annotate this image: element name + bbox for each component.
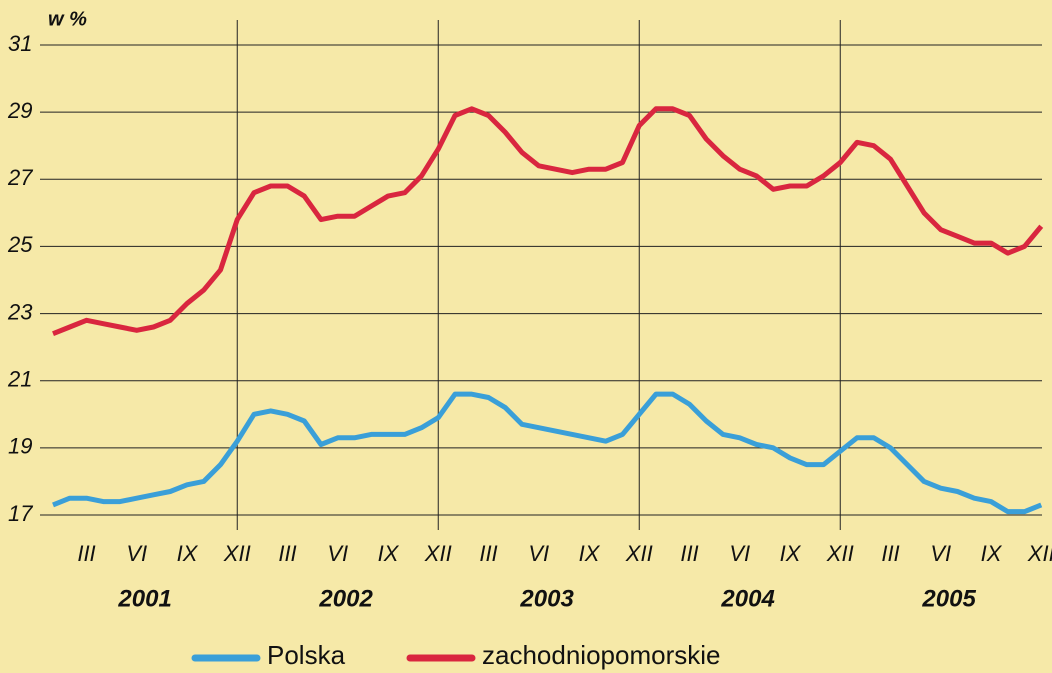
x-tick-label: XII [223, 541, 251, 566]
x-tick-label: III [479, 541, 497, 566]
y-tick-label: 31 [8, 31, 32, 56]
x-tick-label: VI [327, 541, 348, 566]
y-tick-label: 25 [7, 232, 33, 257]
year-label: 2005 [921, 585, 976, 612]
x-tick-label: IX [579, 541, 601, 566]
y-tick-label: 27 [7, 165, 33, 190]
x-tick-label: III [881, 541, 899, 566]
x-tick-label: IX [780, 541, 802, 566]
x-tick-label: XII [625, 541, 653, 566]
year-label: 2001 [117, 585, 171, 612]
y-tick-label: 17 [8, 501, 33, 526]
y-tick-label: 29 [7, 98, 32, 123]
x-tick-label: VI [126, 541, 147, 566]
legend-label: Polska [267, 640, 346, 670]
x-tick-label: VI [729, 541, 750, 566]
y-axis-label: w % [48, 8, 87, 30]
y-tick-label: 21 [7, 367, 32, 392]
x-tick-label: XII [1027, 541, 1052, 566]
x-tick-label: XII [826, 541, 854, 566]
y-tick-label: 19 [8, 434, 32, 459]
x-tick-label: III [77, 541, 95, 566]
x-tick-label: IX [177, 541, 199, 566]
year-label: 2002 [318, 585, 373, 612]
x-tick-label: III [278, 541, 296, 566]
data-line [52, 106, 1044, 337]
legend-label: zachodniopomorskie [482, 640, 720, 670]
x-tick-label: VI [930, 541, 951, 566]
year-label: 2004 [720, 585, 774, 612]
x-tick-label: XII [424, 541, 452, 566]
x-tick-label: IX [981, 541, 1003, 566]
y-tick-label: 23 [7, 299, 33, 324]
x-tick-label: VI [528, 541, 549, 566]
x-tick-label: III [680, 541, 698, 566]
year-label: 2003 [519, 585, 574, 612]
data-line [52, 391, 1043, 515]
x-tick-label: IX [378, 541, 400, 566]
